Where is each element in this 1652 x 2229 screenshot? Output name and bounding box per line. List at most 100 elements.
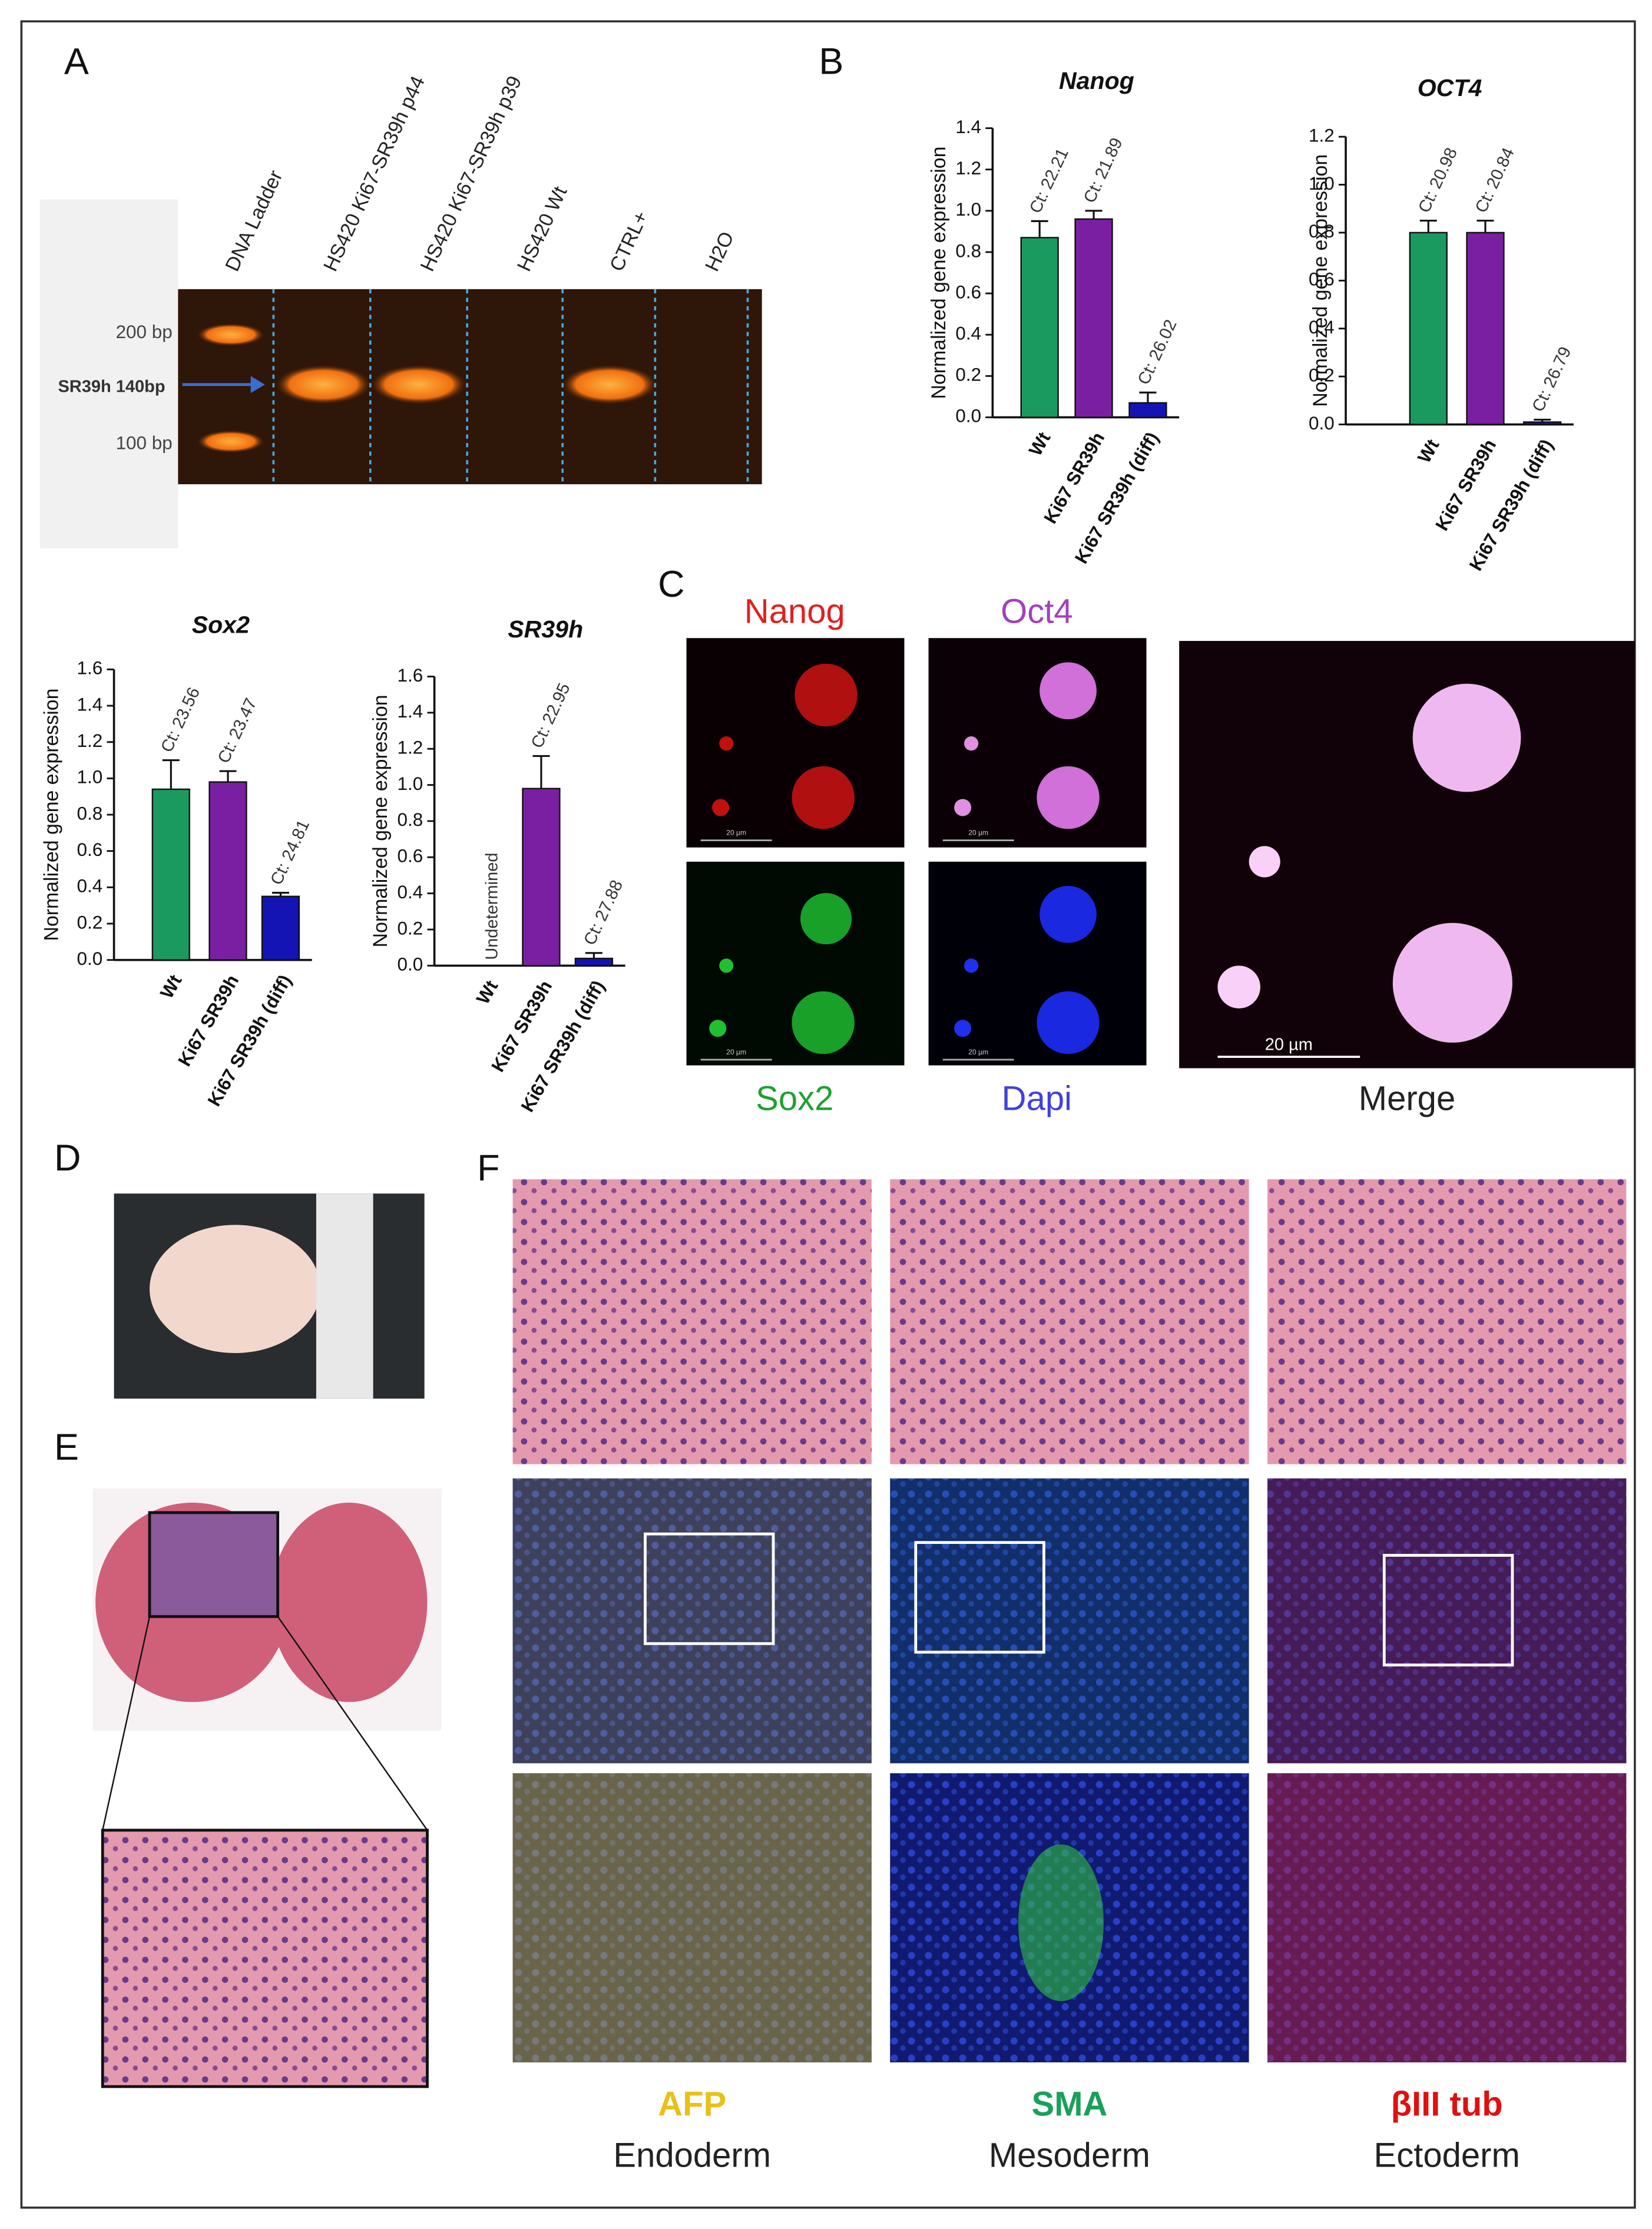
bar <box>1409 232 1448 425</box>
bar <box>522 788 561 967</box>
chart-title: Sox2 <box>192 611 250 639</box>
y-tick-label: 1.6 <box>398 665 423 686</box>
y-tick-label: 0.2 <box>77 912 103 932</box>
marker-label: 200 bp <box>116 322 173 342</box>
panel-letters: A B C D E F <box>54 41 843 1468</box>
y-tick-label: 0.4 <box>77 876 103 897</box>
x-tick-label: Wt <box>472 977 502 1008</box>
band <box>196 323 265 346</box>
gel <box>178 289 762 485</box>
y-tick-label: 0.0 <box>1309 413 1335 434</box>
annotation: Ct: 22.21 <box>1026 145 1072 216</box>
bar <box>261 895 300 961</box>
band <box>561 364 658 405</box>
layer-label: Ectoderm <box>1374 2136 1520 2174</box>
annotation: Ct: 20.84 <box>1472 145 1518 216</box>
scale-label: 20 µm <box>726 1048 746 1056</box>
lane-label: DNA Ladder <box>221 167 287 275</box>
y-tick-label: 1.2 <box>77 730 103 751</box>
bar <box>1020 237 1059 418</box>
y-tick-label: 0.2 <box>1309 365 1335 385</box>
marker-label: 100 bp <box>116 433 173 454</box>
frame <box>20 20 1636 2209</box>
y-tick-label: 1.0 <box>1309 173 1335 194</box>
lane-label: CTRL+ <box>605 207 653 275</box>
scale-label: 20 µm <box>968 1048 988 1056</box>
panel-letter: F <box>477 1147 499 1189</box>
annotation: Ct: 23.47 <box>214 696 261 766</box>
ruler <box>316 1193 373 1399</box>
band <box>370 364 468 405</box>
x-tick-label: Wt <box>156 971 186 1002</box>
lane-label: HS420 Ki67-SR39h p44 <box>319 72 429 275</box>
y-tick-label: 0.6 <box>955 282 981 302</box>
band-label: SR39h 140bp <box>58 377 165 396</box>
x-tick-label: Wt <box>1025 428 1055 459</box>
y-tick-label: 1.4 <box>955 117 981 137</box>
annotation: Ct: 22.95 <box>528 680 574 751</box>
channel-label: Dapi <box>1002 1079 1072 1117</box>
y-axis-label: Normalized gene expression <box>41 689 63 941</box>
y-axis-label: Normalized gene expression <box>369 695 392 947</box>
y-tick-label: 0.2 <box>955 365 981 385</box>
bar <box>1466 232 1505 425</box>
channel-labels: Nanog Oct4 Sox2 Dapi Merge <box>744 592 1455 1117</box>
panel-letter: D <box>54 1137 81 1179</box>
y-tick-label: 0.6 <box>77 839 103 860</box>
y-tick-label: 0.2 <box>398 918 423 938</box>
y-tick-label: 1.4 <box>398 701 423 722</box>
image <box>686 638 905 848</box>
image <box>928 638 1147 848</box>
channel-label: Oct4 <box>1001 592 1073 630</box>
x-tick-label: Wt <box>1413 435 1444 467</box>
x-tick-label: Ki67 SR39h <box>1432 436 1501 534</box>
panel-letter: E <box>54 1427 79 1468</box>
scale-label: 20 µm <box>968 829 988 837</box>
y-tick-label: 0.6 <box>1309 269 1335 290</box>
y-tick-label: 0.0 <box>398 954 423 975</box>
y-tick-label: 1.0 <box>398 773 423 794</box>
bar <box>208 781 247 961</box>
annotation: Ct: 20.98 <box>1415 145 1461 216</box>
annotation: Ct: 27.88 <box>580 877 627 948</box>
y-tick-label: 0.4 <box>1309 317 1335 338</box>
if-images <box>686 638 1635 1069</box>
y-tick-label: 0.4 <box>955 323 981 344</box>
lane-label: HS420 Wt <box>513 183 572 275</box>
y-tick-label: 1.2 <box>1309 125 1335 145</box>
annotation: Ct: 21.89 <box>1080 135 1127 206</box>
marker-label: SMA <box>1031 2085 1107 2123</box>
lane-dividers <box>272 289 749 485</box>
band <box>196 430 265 453</box>
layer-label: Endoderm <box>613 2136 771 2174</box>
y-tick-label: 0.8 <box>398 809 423 830</box>
panel-letter: B <box>819 41 843 82</box>
annotation: Ct: 26.02 <box>1134 317 1181 388</box>
gel-bands <box>196 323 658 453</box>
panel-letter: A <box>64 41 89 82</box>
y-tick-label: 0.8 <box>77 803 103 824</box>
panel-letter: C <box>658 564 684 605</box>
bar <box>1128 402 1167 418</box>
annotation: Undetermined <box>482 853 501 960</box>
chart-title: SR39h <box>508 616 583 643</box>
y-tick-label: 0.8 <box>955 240 981 261</box>
marker-label: AFP <box>658 2085 726 2123</box>
y-tick-label: 1.4 <box>77 694 103 715</box>
channel-label: Nanog <box>744 592 845 630</box>
marker-label: βIII tub <box>1391 2085 1503 2123</box>
y-tick-label: 0.0 <box>955 406 981 426</box>
y-tick-label: 0.8 <box>1309 221 1335 242</box>
scale-label: 20 µm <box>1265 1035 1313 1054</box>
tumor <box>150 1225 321 1353</box>
y-tick-label: 1.2 <box>955 158 981 178</box>
lane-labels: DNA Ladder HS420 Ki67-SR39h p44 HS420 Ki… <box>221 72 739 275</box>
scale-labels: 20 µm 20 µm 20 µm 20 µm <box>726 829 988 1056</box>
scale-bars <box>700 839 1360 1061</box>
bar <box>574 957 614 967</box>
arrow-head <box>250 376 265 393</box>
y-axis-label: Normalized gene expression <box>928 147 950 399</box>
y-tick-label: 1.0 <box>77 767 103 788</box>
